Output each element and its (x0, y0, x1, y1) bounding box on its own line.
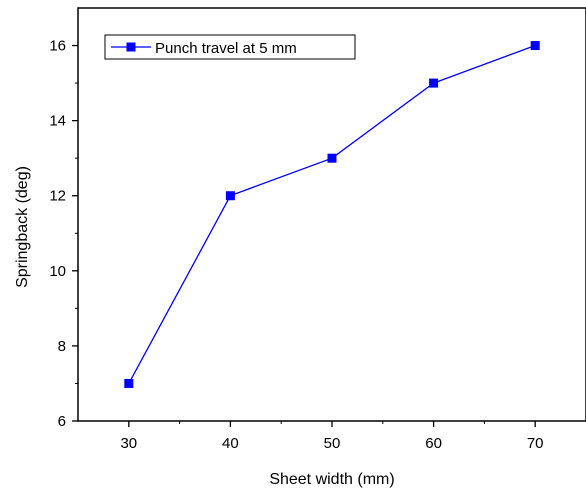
legend-marker (126, 42, 136, 52)
data-point (327, 153, 337, 163)
y-axis-label: Springback (deg) (14, 166, 31, 288)
data-point (124, 378, 134, 388)
y-tick-label: 16 (49, 38, 66, 55)
data-point (225, 191, 235, 201)
series-line (128, 44, 536, 384)
x-tick-label: 30 (120, 435, 137, 452)
legend: Punch travel at 5 mm (104, 34, 356, 60)
y-tick-label: 12 (49, 188, 66, 205)
y-tick-label: 6 (58, 413, 66, 430)
plot-frame (77, 7, 586, 422)
y-tick-label: 10 (49, 263, 66, 280)
x-tick-label: 40 (222, 435, 239, 452)
y-axis-ticks: 6 8 10 12 14 16 (49, 38, 78, 430)
x-axis-ticks: 30 40 50 60 70 (120, 421, 544, 452)
legend-label: Punch travel at 5 mm (155, 40, 297, 57)
x-tick-label: 60 (425, 435, 442, 452)
data-point (530, 41, 540, 51)
y-tick-label: 14 (49, 113, 66, 130)
x-axis-label: Sheet width (mm) (269, 471, 394, 488)
x-tick-label: 50 (324, 435, 341, 452)
series-layer (124, 41, 540, 388)
y-tick-label: 8 (58, 338, 66, 355)
x-tick-label: 70 (527, 435, 544, 452)
data-point (429, 78, 439, 88)
